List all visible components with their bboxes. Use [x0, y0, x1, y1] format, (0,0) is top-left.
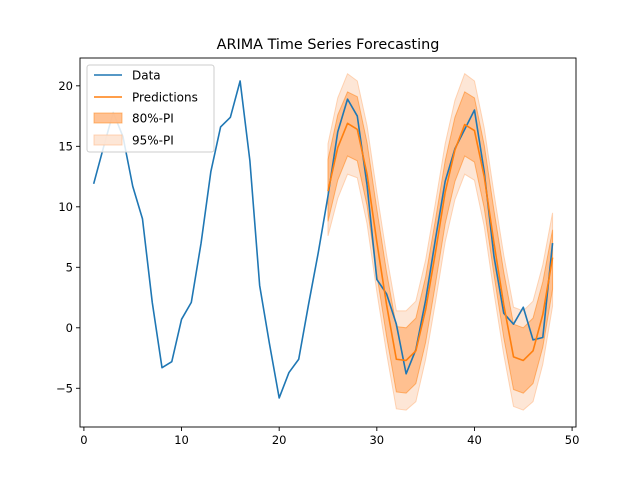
legend-label: 80%-PI: [132, 112, 174, 126]
plot-frame: [79, 57, 577, 428]
y-tick-label: −5: [56, 381, 73, 395]
series-line-data: [92, 80, 554, 399]
legend-label: 95%-PI: [132, 134, 174, 148]
y-tick-label: 15: [58, 139, 73, 153]
y-tick-label: 10: [58, 200, 73, 214]
legend: Data Predictions 80%-PI 95%-PI: [86, 64, 215, 153]
series-line-predictions: [327, 122, 554, 362]
x-tick-label: 20: [272, 433, 287, 447]
y-tick-label: 0: [66, 321, 73, 335]
x-tick-label: 10: [174, 433, 189, 447]
plot-area: [92, 72, 554, 411]
x-tick-label: 30: [369, 433, 384, 447]
interval-band-80-pi: [327, 91, 554, 394]
legend-label: Predictions: [132, 91, 198, 105]
legend-swatch-95-pi: [93, 134, 123, 146]
axes: 0 10 20 30 40 50 −5 0 5 10 15 20: [56, 57, 580, 447]
x-tick-label: 50: [565, 433, 580, 447]
x-tick-label: 0: [80, 433, 87, 447]
legend-swatch-80-pi: [93, 112, 123, 124]
legend-label: Data: [132, 69, 161, 83]
legend-box: [86, 64, 215, 153]
x-tick-label: 40: [467, 433, 482, 447]
y-tick-label: 5: [66, 260, 73, 274]
y-tick-label: 20: [58, 79, 73, 93]
chart-title: ARIMA Time Series Forecasting: [217, 37, 440, 53]
